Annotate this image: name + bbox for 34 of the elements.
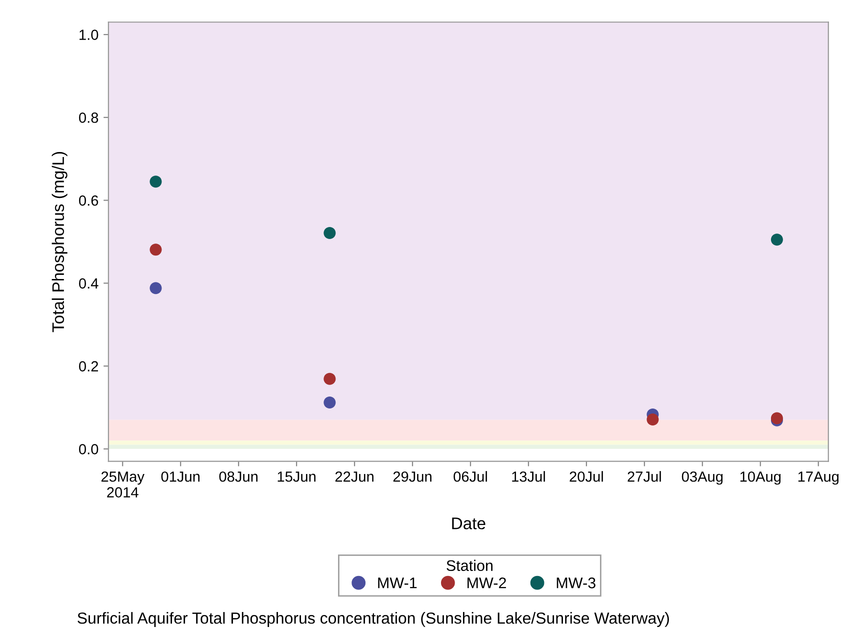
point [324,372,336,385]
x-tick-label: 25May 2014 [101,471,144,498]
point [150,176,162,188]
text: Surficial Aquifer Total Phosphorus concentration (Sunshine Lake/Sunrise Waterway) [78,612,669,627]
y-tick-label: 0.8 [79,112,98,123]
point [150,244,162,256]
x-tick-label: 03Aug [682,471,723,485]
y-tick-label: 0.2 [79,361,98,372]
legend-label: MW-2 [468,578,506,588]
x-tick-label: 15Jun [278,472,316,482]
x-tick-label: 01Jun [161,471,200,482]
x-tick-label: 10Aug [740,471,781,485]
x-tick-label: 20Jul [570,471,603,482]
y-axis-title: Total Phosphorus (mg/L) [52,152,68,332]
point [770,234,783,246]
x-tick-label: 17Aug [798,472,839,485]
x-tick-label: 29Jun [393,471,432,482]
y-tick-label: 0.6 [79,195,98,206]
x-axis-title: Date [452,518,486,530]
x-tick-label: 06Jul [454,471,487,482]
x-tick-label: 27Jul [628,471,661,482]
legend-label: MW-3 [556,578,596,588]
legend-title: Station [446,560,492,572]
point [324,396,336,409]
x-tick-label: 13Jul [512,471,545,482]
point [150,282,162,294]
y-tick-label: 0.0 [79,444,98,454]
legend-label: MW-1 [378,578,417,588]
x-tick-label: 22Jun [335,471,374,482]
y-tick-label: 1.0 [80,30,98,40]
y-tick-label: 0.4 [79,278,98,289]
point [324,227,336,240]
x-tick-label: 08Jun [219,471,258,482]
point [646,413,659,426]
